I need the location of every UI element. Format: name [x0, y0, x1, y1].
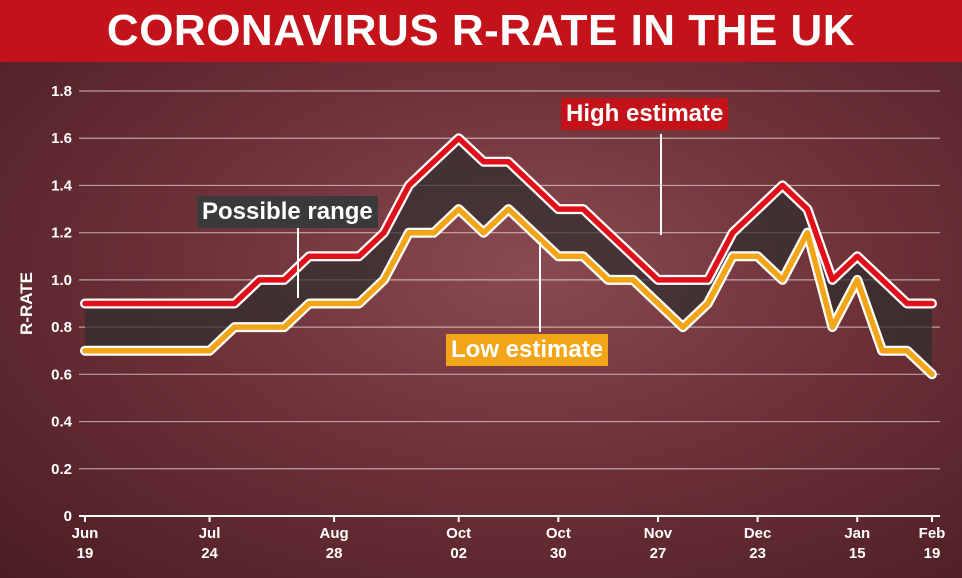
x-tick-label: Oct — [446, 525, 471, 542]
y-tick-label: 1.2 — [51, 225, 72, 242]
x-tick-label: 30 — [550, 545, 567, 562]
y-tick-label: 0.2 — [51, 461, 72, 478]
y-tick-label: 0.8 — [51, 319, 72, 336]
x-tick-label: 02 — [450, 545, 467, 562]
high-estimate-annotation: High estimate — [561, 98, 729, 130]
y-tick-label: 1.8 — [51, 83, 72, 100]
x-tick-label: 15 — [849, 545, 866, 562]
x-tick-label: Aug — [320, 525, 349, 542]
x-tick-label: 19 — [77, 545, 94, 562]
chart-area: 0 0.2 0.4 0.6 0.8 1.0 1.2 1.4 1.6 1.8 Jun 19 Jul 24 Au… — [0, 62, 962, 578]
x-tick-label: 23 — [749, 545, 766, 562]
low-estimate-line — [82, 206, 935, 378]
x-tick-label: 24 — [201, 545, 218, 562]
r-rate-chart: 0 0.2 0.4 0.6 0.8 1.0 1.2 1.4 1.6 1.8 Jun 19 Jul 24 Au… — [17, 83, 946, 562]
y-axis-label: R-RATE — [17, 272, 36, 335]
x-tick-label: 28 — [326, 545, 343, 562]
x-tick-label: Jun — [72, 525, 99, 542]
high-estimate-line — [82, 135, 935, 307]
title-bar: CORONAVIRUS R-RATE IN THE UK — [0, 0, 962, 62]
y-tick-label: 0.4 — [51, 414, 73, 431]
x-tick-label: Oct — [546, 525, 571, 542]
y-tick-label: 0 — [64, 508, 72, 525]
y-tick-label: 1.0 — [51, 272, 72, 289]
chart-title: CORONAVIRUS R-RATE IN THE UK — [106, 6, 856, 55]
x-tick-label: Feb — [919, 525, 946, 542]
x-tick-label: Jul — [199, 525, 221, 542]
y-tick-label: 1.6 — [51, 130, 72, 147]
x-tick-label: Dec — [744, 525, 772, 542]
x-tick-label: Jan — [844, 525, 870, 542]
x-tick-label: Nov — [644, 525, 673, 542]
low-estimate-annotation: Low estimate — [446, 334, 609, 366]
possible-range-annotation: Possible range — [197, 196, 378, 228]
x-tick-label: 27 — [650, 545, 667, 562]
y-tick-label: 0.6 — [51, 366, 72, 383]
x-tick-label: 19 — [924, 545, 941, 562]
y-tick-label: 1.4 — [51, 177, 73, 194]
